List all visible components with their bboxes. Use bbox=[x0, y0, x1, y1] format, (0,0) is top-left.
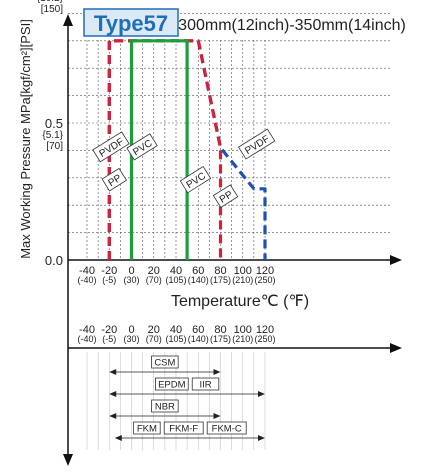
series-label: PVC bbox=[179, 166, 212, 194]
gasket-tick-label: 80 bbox=[214, 324, 226, 336]
gasket-label: NBR bbox=[155, 402, 175, 413]
x-tick-label-f: (-5) bbox=[102, 275, 116, 285]
x-tick-label-f: (70) bbox=[146, 275, 162, 285]
gasket-label: FKM-C bbox=[212, 424, 242, 435]
series-label-box bbox=[101, 167, 128, 192]
x-tick-label: 0 bbox=[128, 265, 134, 277]
y-tick-psi: [70] bbox=[46, 141, 63, 152]
gasket-tick-label-f: (210) bbox=[232, 334, 253, 344]
x-tick-label: -20 bbox=[101, 265, 117, 277]
y-tick-label: 0.0 bbox=[45, 253, 63, 268]
gasket-tick-label-f: (-40) bbox=[77, 334, 96, 344]
gasket-tick-label: 60 bbox=[192, 324, 204, 336]
gasket-tick-label: -20 bbox=[101, 324, 117, 336]
gasket-label-box bbox=[191, 377, 220, 391]
x-tick-label-f: (175) bbox=[210, 275, 231, 285]
gasket-row: EPDM IIR bbox=[109, 377, 265, 397]
gasket-label-box bbox=[163, 421, 204, 435]
gasket-arrow-right bbox=[258, 391, 265, 397]
gasket-label: FKM bbox=[137, 424, 157, 435]
x-tick-label: 20 bbox=[148, 265, 160, 277]
gasket-label-box bbox=[133, 421, 161, 435]
x-tick-label: 120 bbox=[256, 265, 274, 277]
gasket-tick-label-f: (140) bbox=[188, 334, 209, 344]
gasket-label: FKM-F bbox=[169, 424, 198, 435]
gasket-tick-label: 20 bbox=[148, 324, 160, 336]
gasket-arrow-left bbox=[109, 369, 117, 375]
series-label-box bbox=[92, 131, 130, 163]
x-tick-label-f: (250) bbox=[254, 275, 275, 285]
title-box bbox=[83, 8, 179, 37]
gasket-tick-label-f: (-5) bbox=[102, 334, 116, 344]
gasket-tick-label-f: (175) bbox=[210, 334, 231, 344]
gasket-tick-label: 0 bbox=[128, 324, 134, 336]
y-tick-kgf: {5.1} bbox=[42, 130, 63, 141]
gasket-ranges: CSM EPDM IIR NBR FKM FKM-F FKM-C bbox=[109, 355, 265, 441]
gasket-label-box bbox=[151, 399, 179, 413]
series-label-box bbox=[179, 166, 212, 194]
series-label-box bbox=[126, 133, 158, 161]
y-tick-labels: 1.0{10.2}[150]0.5{5.1}[70]0.0 bbox=[37, 0, 64, 268]
axes bbox=[63, 14, 402, 466]
gasket-tick-label: 40 bbox=[170, 324, 182, 336]
gasket-label-box bbox=[206, 421, 247, 435]
x-tick-label: 40 bbox=[170, 265, 182, 277]
gasket-label: EPDM bbox=[158, 380, 186, 391]
y-axis-label: Max Working Pressure MPa[kgf/cm²][PSI] bbox=[18, 19, 33, 259]
gasket-row: FKM FKM-F FKM-C bbox=[114, 421, 265, 441]
x-tick-label-f: (210) bbox=[232, 275, 253, 285]
y-tick-label: 0.5 bbox=[45, 116, 63, 131]
gasket-label: IIR bbox=[199, 380, 211, 391]
x-tick-label-f: (-40) bbox=[77, 275, 96, 285]
series-label: PP bbox=[101, 167, 128, 192]
gasket-row: CSM bbox=[109, 355, 221, 375]
series-label: PVDF bbox=[237, 128, 276, 160]
series-label: PP bbox=[212, 184, 239, 208]
x-tick-label: 60 bbox=[192, 265, 204, 277]
gasket-tick-label: -40 bbox=[79, 324, 95, 336]
gasket-tick-label: 120 bbox=[256, 324, 274, 336]
chart-subtitle: 300mm(12inch)-350mm(14inch) bbox=[178, 17, 406, 34]
x-tick-label-f: (30) bbox=[123, 275, 139, 285]
x-tick-label-f: (105) bbox=[165, 275, 186, 285]
y-tick-kgf: {10.2} bbox=[37, 0, 64, 4]
y-tick-psi: [150] bbox=[41, 4, 63, 15]
gasket-arrow-left bbox=[109, 413, 117, 419]
x-tick-label: -40 bbox=[79, 265, 95, 277]
gasket-arrow-right bbox=[213, 369, 221, 375]
x-tick-label: 100 bbox=[234, 265, 252, 277]
gasket-row: NBR bbox=[109, 399, 221, 419]
series-line-pp bbox=[107, 39, 223, 260]
x-tick-label-f: (140) bbox=[188, 275, 209, 285]
gasket-tick-label-f: (70) bbox=[146, 334, 162, 344]
gasket-label-box bbox=[151, 355, 179, 369]
gasket-arrow-right bbox=[213, 413, 221, 419]
gasket-tick-label-f: (30) bbox=[123, 334, 139, 344]
series-label-box bbox=[237, 128, 276, 160]
series-label-box bbox=[212, 184, 239, 208]
gasket-arrow-left bbox=[109, 391, 117, 397]
gasket-tick-label-f: (105) bbox=[165, 334, 186, 344]
gasket-tick-label: 100 bbox=[234, 324, 252, 336]
x-axis-label: Temperature℃ (℉) bbox=[171, 293, 309, 310]
x-tick-labels: -40(-40) -20(-5) 0(30) 20(70) 40(105) 60(140)… bbox=[77, 265, 275, 285]
chart-title: Type57 bbox=[94, 11, 168, 36]
x-tick-label: 80 bbox=[214, 265, 226, 277]
gasket-label-box bbox=[155, 377, 189, 391]
gasket-label: CSM bbox=[154, 358, 175, 369]
gasket-tick-label-f: (250) bbox=[254, 334, 275, 344]
gasket-axis-tick-labels: -40(-40) -20(-5) 0(30) 20(70) 40(105) 60(140)… bbox=[77, 324, 275, 344]
gasket-arrow-right bbox=[258, 435, 265, 441]
grid-lines bbox=[68, 13, 392, 260]
gasket-arrow-left bbox=[114, 435, 122, 441]
